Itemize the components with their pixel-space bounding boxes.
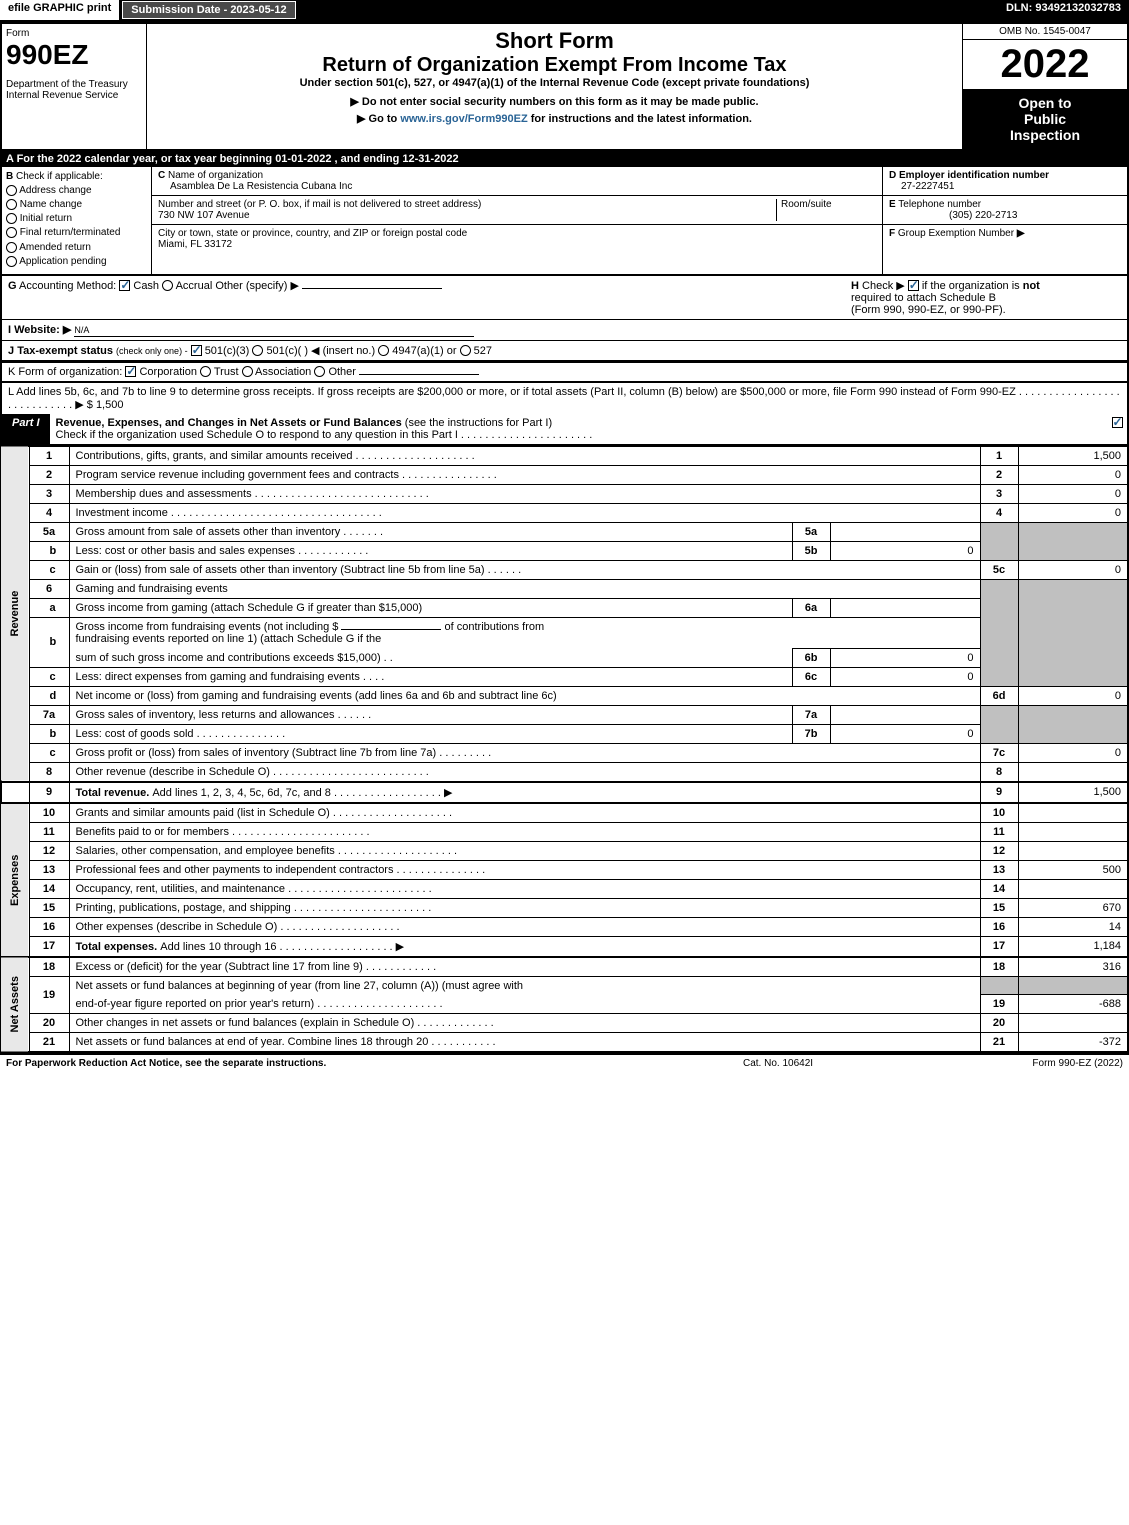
main-title: Return of Organization Exempt From Incom… <box>151 54 958 77</box>
trust-checkbox[interactable] <box>200 366 211 377</box>
telephone: (305) 220-2713 <box>889 210 1017 221</box>
final-return-checkbox[interactable] <box>6 227 17 238</box>
section-j: J Tax-exempt status (check only one) - 5… <box>0 341 1129 361</box>
schedule-b-checkbox[interactable] <box>908 280 919 291</box>
other-org-checkbox[interactable] <box>314 366 325 377</box>
form-footer-label: Form 990-EZ (2022) <box>943 1058 1123 1069</box>
line-2-value: 0 <box>1018 465 1128 484</box>
cat-number: Cat. No. 10642I <box>743 1058 943 1069</box>
instruction-1: ▶ Do not enter social security numbers o… <box>151 95 958 108</box>
501c3-checkbox[interactable] <box>191 345 202 356</box>
initial-return-checkbox[interactable] <box>6 213 17 224</box>
name-change-checkbox[interactable] <box>6 199 17 210</box>
cash-checkbox[interactable] <box>119 280 130 291</box>
line-14-value <box>1018 879 1128 898</box>
line-13-value: 500 <box>1018 860 1128 879</box>
line-6a-value <box>830 598 980 617</box>
section-i: I Website: ▶ N/A <box>0 320 1129 341</box>
line-18-value: 316 <box>1018 957 1128 977</box>
line-5a-value <box>830 522 980 541</box>
part-title: Revenue, Expenses, and Changes in Net As… <box>50 414 1107 444</box>
line-5c-value: 0 <box>1018 560 1128 579</box>
line-17-value: 1,184 <box>1018 936 1128 957</box>
org-address: 730 NW 107 Avenue <box>158 210 250 221</box>
form-header: Form 990EZ Department of the Treasury In… <box>0 22 1129 151</box>
section-l: L Add lines 5b, 6c, and 7b to line 9 to … <box>0 383 1129 414</box>
association-checkbox[interactable] <box>242 366 253 377</box>
top-bar: efile GRAPHIC print Submission Date - 20… <box>0 0 1129 22</box>
expenses-side-label: Expenses <box>1 803 29 957</box>
address-change-checkbox[interactable] <box>6 185 17 196</box>
accrual-checkbox[interactable] <box>162 280 173 291</box>
irs-link[interactable]: www.irs.gov/Form990EZ <box>400 113 527 125</box>
revenue-table: Revenue 1 Contributions, gifts, grants, … <box>0 446 1129 1054</box>
instruction-2: ▶ Go to www.irs.gov/Form990EZ for instru… <box>151 112 958 125</box>
tax-year: 2022 <box>963 40 1127 89</box>
section-c: C Name of organization Asamblea De La Re… <box>152 167 882 274</box>
line-11-value <box>1018 822 1128 841</box>
part-1-header: Part I Revenue, Expenses, and Changes in… <box>0 414 1129 446</box>
gross-receipts: 1,500 <box>96 399 124 411</box>
line-21-value: -372 <box>1018 1033 1128 1053</box>
line-6c-value: 0 <box>830 667 980 686</box>
sections-def: D Employer identification number 27-2227… <box>882 167 1127 274</box>
line-16-value: 14 <box>1018 917 1128 936</box>
application-pending-checkbox[interactable] <box>6 256 17 267</box>
section-a: A For the 2022 calendar year, or tax yea… <box>0 151 1129 167</box>
header-left: Form 990EZ Department of the Treasury In… <box>2 24 147 149</box>
short-form-label: Short Form <box>151 28 958 54</box>
header-right: OMB No. 1545-0047 2022 Open to Public In… <box>962 24 1127 149</box>
line-6d-value: 0 <box>1018 686 1128 705</box>
page-footer: For Paperwork Reduction Act Notice, see … <box>0 1053 1129 1072</box>
line-9-value: 1,500 <box>1018 782 1128 803</box>
line-19-value: -688 <box>1018 995 1128 1014</box>
line-8-value <box>1018 762 1128 782</box>
section-k: K Form of organization: Corporation Trus… <box>0 361 1129 383</box>
bf-block: B Check if applicable: Address change Na… <box>0 167 1129 276</box>
line-1-value: 1,500 <box>1018 446 1128 465</box>
org-name: Asamblea De La Resistencia Cubana Inc <box>158 181 352 192</box>
subtitle: Under section 501(c), 527, or 4947(a)(1)… <box>151 77 958 89</box>
line-12-value <box>1018 841 1128 860</box>
header-mid: Short Form Return of Organization Exempt… <box>147 24 962 149</box>
section-b: B Check if applicable: Address change Na… <box>2 167 152 274</box>
website-value: N/A <box>74 325 89 335</box>
part-number: Part I <box>2 414 50 444</box>
paperwork-notice: For Paperwork Reduction Act Notice, see … <box>6 1058 743 1069</box>
4947-checkbox[interactable] <box>378 345 389 356</box>
line-7c-value: 0 <box>1018 743 1128 762</box>
line-4-value: 0 <box>1018 503 1128 522</box>
department: Department of the Treasury Internal Reve… <box>6 79 142 101</box>
revenue-side-label: Revenue <box>1 446 29 782</box>
line-20-value <box>1018 1014 1128 1033</box>
submission-date: Submission Date - 2023-05-12 <box>122 1 295 19</box>
line-7a-value <box>830 705 980 724</box>
501c-checkbox[interactable] <box>252 345 263 356</box>
line-15-value: 670 <box>1018 898 1128 917</box>
line-6b-value: 0 <box>830 648 980 667</box>
part1-schedule-o-checkbox[interactable] <box>1112 417 1123 428</box>
open-to-public: Open to Public Inspection <box>963 89 1127 149</box>
line-3-value: 0 <box>1018 484 1128 503</box>
527-checkbox[interactable] <box>460 345 471 356</box>
net-assets-side-label: Net Assets <box>1 957 29 1053</box>
section-g-h: G Accounting Method: Cash Accrual Other … <box>0 276 1129 320</box>
form-number: 990EZ <box>6 39 142 71</box>
corporation-checkbox[interactable] <box>125 366 136 377</box>
ein: 27-2227451 <box>889 181 954 192</box>
dln: DLN: 93492132032783 <box>998 0 1129 20</box>
amended-return-checkbox[interactable] <box>6 242 17 253</box>
form-word: Form <box>6 28 142 39</box>
efile-label: efile GRAPHIC print <box>0 0 121 20</box>
line-10-value <box>1018 803 1128 823</box>
omb-number: OMB No. 1545-0047 <box>963 24 1127 40</box>
line-7b-value: 0 <box>830 724 980 743</box>
line-5b-value: 0 <box>830 541 980 560</box>
org-city: Miami, FL 33172 <box>158 239 232 250</box>
